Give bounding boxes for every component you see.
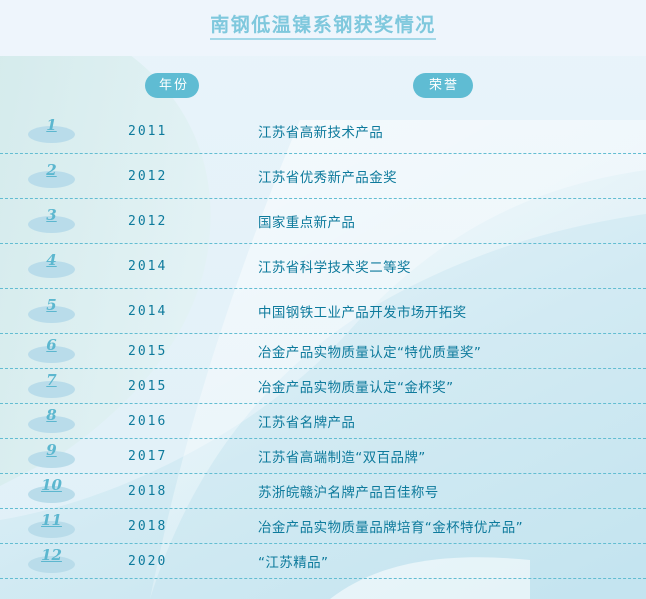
column-header-honor: 荣誉 — [413, 73, 473, 98]
index-number: 10 — [41, 476, 62, 494]
index-number: 7 — [46, 371, 57, 389]
row-index-cell: 9 — [0, 439, 118, 473]
row-index-cell: 10 — [0, 474, 118, 508]
honor-value: 冶金产品实物质量品牌培育“金杯特优产品” — [258, 520, 523, 536]
year-value: 2015 — [128, 378, 168, 394]
year-value: 2016 — [128, 413, 168, 429]
honor-value: 江苏省高端制造“双百品牌” — [258, 450, 426, 466]
table-row: 2 2012 江苏省优秀新产品金奖 — [0, 154, 646, 199]
honor-value: 江苏省科学技术奖二等奖 — [258, 260, 411, 276]
honor-value: 国家重点新产品 — [258, 215, 356, 231]
column-header-year: 年份 — [145, 73, 199, 98]
row-index-cell: 1 — [0, 109, 118, 153]
table-row: 1 2011 江苏省高新技术产品 — [0, 109, 646, 154]
year-value: 2014 — [128, 303, 168, 319]
table-row: 7 2015 冶金产品实物质量认定“金杯奖” — [0, 369, 646, 404]
table-row: 4 2014 江苏省科学技术奖二等奖 — [0, 244, 646, 289]
index-number: 3 — [46, 206, 57, 224]
row-index-cell: 3 — [0, 199, 118, 243]
table-row: 8 2016 江苏省名牌产品 — [0, 404, 646, 439]
year-value: 2018 — [128, 518, 168, 534]
index-number: 8 — [46, 406, 57, 424]
honor-value: 苏浙皖赣沪名牌产品百佳称号 — [258, 485, 439, 501]
index-number: 9 — [46, 441, 57, 459]
table-row: 9 2017 江苏省高端制造“双百品牌” — [0, 439, 646, 474]
index-number: 2 — [46, 161, 57, 179]
table-row: 5 2014 中国钢铁工业产品开发市场开拓奖 — [0, 289, 646, 334]
index-number: 5 — [46, 296, 57, 314]
row-index-cell: 2 — [0, 154, 118, 198]
honor-value: 江苏省名牌产品 — [258, 415, 356, 431]
table-row: 3 2012 国家重点新产品 — [0, 199, 646, 244]
row-index-cell: 12 — [0, 544, 118, 578]
row-index-cell: 6 — [0, 334, 118, 368]
row-index-cell: 11 — [0, 509, 118, 543]
row-index-cell: 5 — [0, 289, 118, 333]
year-value: 2015 — [128, 343, 168, 359]
page-title: 南钢低温镍系钢获奖情况 — [210, 14, 436, 40]
year-value: 2017 — [128, 448, 168, 464]
honor-value: 江苏省高新技术产品 — [258, 125, 384, 141]
year-value: 2011 — [128, 123, 168, 139]
index-number: 4 — [46, 251, 57, 269]
table-row: 11 2018 冶金产品实物质量品牌培育“金杯特优产品” — [0, 509, 646, 544]
row-index-cell: 8 — [0, 404, 118, 438]
title-container: 南钢低温镍系钢获奖情况 — [0, 14, 646, 40]
year-value: 2014 — [128, 258, 168, 274]
honor-value: 冶金产品实物质量认定“金杯奖” — [258, 380, 454, 396]
index-number: 6 — [46, 336, 57, 354]
row-index-cell: 7 — [0, 369, 118, 403]
table-row: 12 2020 “江苏精品” — [0, 544, 646, 579]
index-number: 11 — [41, 511, 62, 529]
year-value: 2018 — [128, 483, 168, 499]
awards-table: 1 2011 江苏省高新技术产品 2 2012 江苏省优秀新产品金奖 3 201… — [0, 109, 646, 579]
index-number: 12 — [41, 546, 62, 564]
year-value: 2012 — [128, 168, 168, 184]
honor-value: 江苏省优秀新产品金奖 — [258, 170, 397, 186]
honor-value: 中国钢铁工业产品开发市场开拓奖 — [258, 305, 467, 321]
honor-value: “江苏精品” — [258, 555, 329, 571]
table-row: 10 2018 苏浙皖赣沪名牌产品百佳称号 — [0, 474, 646, 509]
row-index-cell: 4 — [0, 244, 118, 288]
index-number: 1 — [46, 116, 57, 134]
table-row: 6 2015 冶金产品实物质量认定“特优质量奖” — [0, 334, 646, 369]
honor-value: 冶金产品实物质量认定“特优质量奖” — [258, 345, 482, 361]
year-value: 2020 — [128, 553, 168, 569]
year-value: 2012 — [128, 213, 168, 229]
